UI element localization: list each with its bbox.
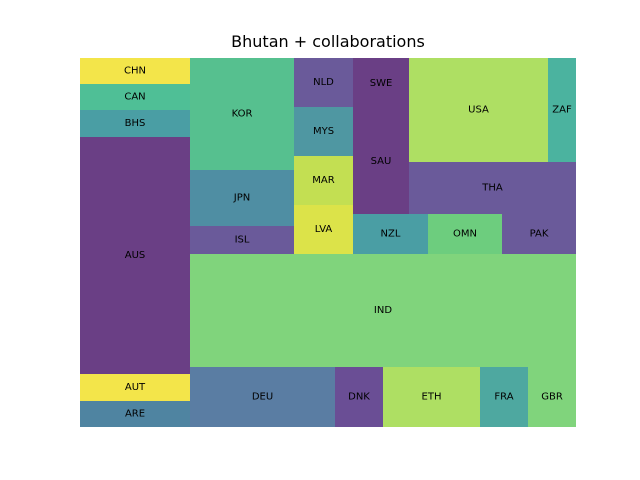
treemap-label-isl: ISL <box>235 235 250 246</box>
treemap-cell-lva <box>294 205 353 254</box>
treemap-label-kor: KOR <box>232 109 253 120</box>
treemap-cell-eth <box>383 367 480 427</box>
treemap-cell-sau <box>353 109 409 214</box>
treemap-cell-swe <box>353 58 409 109</box>
treemap-label-deu: DEU <box>252 392 273 403</box>
treemap-cell-nld <box>294 58 353 107</box>
treemap-cell-tha <box>409 162 576 214</box>
treemap-label-aut: AUT <box>125 382 146 393</box>
treemap-label-bhs: BHS <box>125 118 146 129</box>
treemap-cell-chn <box>80 58 190 84</box>
treemap-cell-fra <box>480 367 528 427</box>
treemap-cell-dnk <box>335 367 383 427</box>
treemap-label-aus: AUS <box>125 250 146 261</box>
treemap-cell-jpn <box>190 170 294 226</box>
treemap-label-dnk: DNK <box>348 392 370 403</box>
treemap-cell-ind <box>190 254 576 367</box>
treemap-label-tha: THA <box>481 183 503 194</box>
treemap-label-mys: MYS <box>313 126 334 137</box>
treemap-cell-mys <box>294 107 353 156</box>
treemap-cell-deu <box>190 367 335 427</box>
treemap-cell-aus <box>80 137 190 374</box>
treemap-label-sau: SAU <box>371 156 392 167</box>
treemap-cell-nzl <box>353 214 428 254</box>
treemap-label-pak: PAK <box>530 229 549 240</box>
treemap-label-eth: ETH <box>422 392 442 403</box>
treemap-label-jpn: JPN <box>233 193 250 204</box>
treemap-cell-zaf <box>548 58 576 162</box>
treemap-label-ind: IND <box>374 305 392 316</box>
treemap-cell-are <box>80 401 190 427</box>
treemap-label-fra: FRA <box>494 392 513 403</box>
treemap-cell-aut <box>80 374 190 401</box>
treemap-cell-kor <box>190 58 294 170</box>
treemap-cell-usa <box>409 58 548 162</box>
treemap-cell-omn <box>428 214 502 254</box>
treemap-label-swe: SWE <box>370 78 393 89</box>
treemap-label-omn: OMN <box>453 229 477 240</box>
treemap-cell-gbr <box>528 367 576 427</box>
treemap-label-chn: CHN <box>124 66 146 77</box>
treemap-cell-can <box>80 84 190 110</box>
treemap-label-nld: NLD <box>313 77 334 88</box>
treemap-label-zaf: ZAF <box>552 105 572 116</box>
treemap-label-lva: LVA <box>315 224 333 235</box>
treemap-cell-isl <box>190 226 294 254</box>
treemap-label-can: CAN <box>124 92 145 103</box>
treemap-cell-mar <box>294 156 353 205</box>
treemap-label-are: ARE <box>125 409 145 420</box>
treemap-label-mar: MAR <box>312 175 334 186</box>
treemap-label-nzl: NZL <box>381 229 401 240</box>
chart-title: Bhutan + collaborations <box>231 32 425 51</box>
treemap-label-gbr: GBR <box>541 392 563 403</box>
treemap-label-usa: USA <box>468 105 489 116</box>
treemap-cell-bhs <box>80 110 190 137</box>
treemap-cell-pak <box>502 214 576 254</box>
